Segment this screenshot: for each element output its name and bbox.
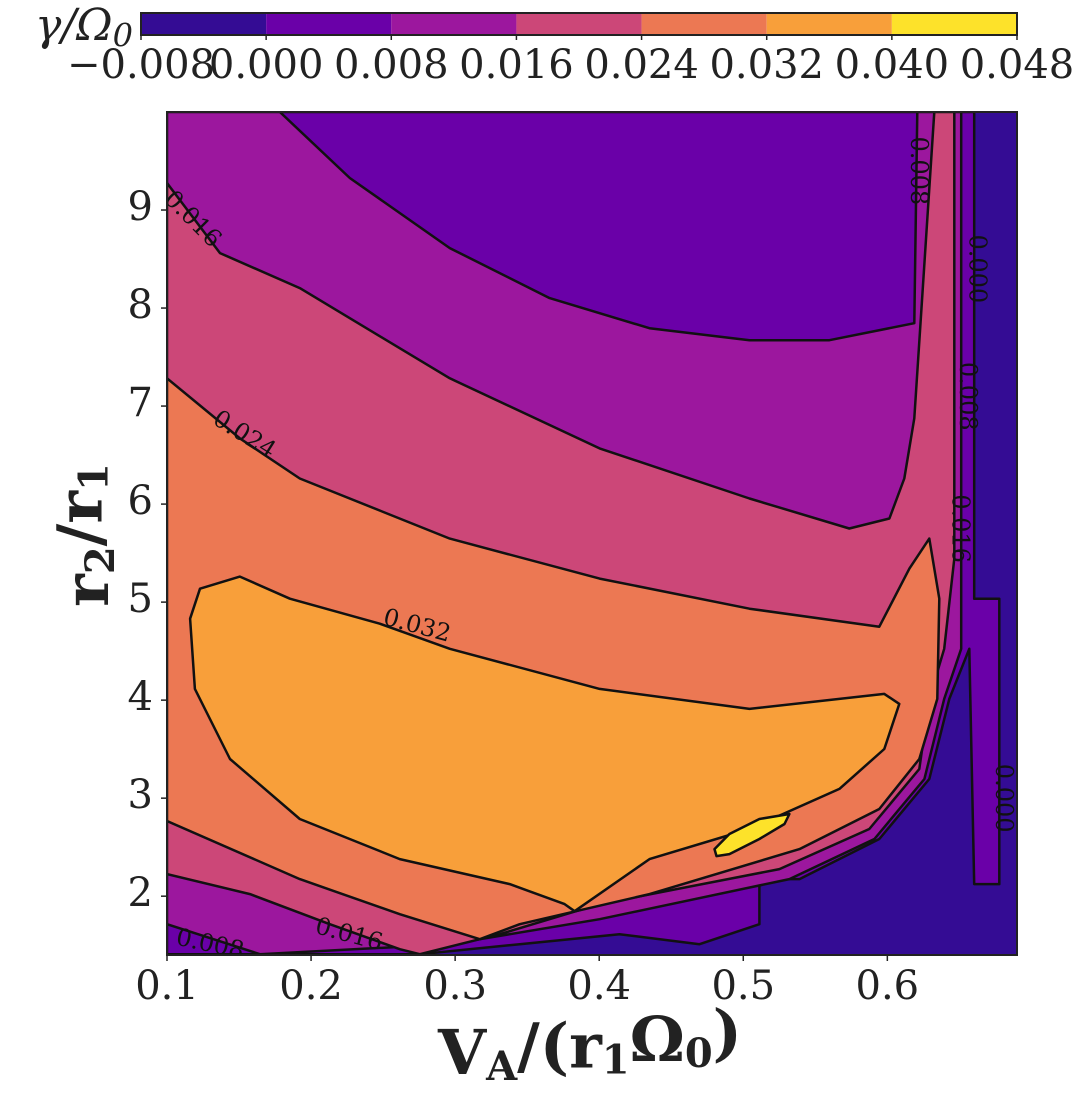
y-axis-label-part: 1	[70, 463, 117, 491]
x-tick-label: 0.5	[711, 963, 775, 1009]
contour-area: 0.0080.0000.0080.0160.0000.0160.0240.032…	[167, 112, 1018, 955]
colorbar-tick-label: 0.000	[209, 42, 324, 88]
y-axis-label-part: /r	[43, 490, 116, 547]
colorbar-tick-label: 0.048	[960, 42, 1075, 88]
x-axis-label-part: Ω	[630, 1003, 685, 1076]
x-axis-label-part: V	[437, 1016, 487, 1089]
x-axis-label-part: 1	[602, 1036, 630, 1083]
x-axis-label-part: /(r	[517, 1009, 603, 1082]
colorbar-segment	[516, 13, 642, 35]
plot-frame	[166, 111, 1018, 956]
y-axis-label-part: 2	[77, 546, 124, 574]
x-tick-label: 0.1	[135, 963, 199, 1009]
colorbar-segment	[641, 13, 767, 35]
contour-region	[188, 575, 901, 913]
y-tick-label: 7	[128, 380, 153, 426]
x-tick-label: 0.4	[567, 963, 631, 1009]
contour-label: 0.008	[905, 136, 933, 205]
colorbar-label-part: 0	[113, 16, 133, 54]
x-axis-label-part: )	[713, 996, 742, 1069]
colorbar-tick-label: 0.040	[835, 42, 950, 88]
colorbar-segment	[266, 13, 392, 35]
y-tick-label: 6	[128, 478, 153, 524]
colorbar-tick-label: 0.016	[459, 42, 574, 88]
colorbar-tick-label: 0.032	[709, 42, 824, 88]
y-tick-label: 9	[128, 184, 153, 230]
contour-label: 0.000	[964, 234, 992, 303]
contour-label: 0.008	[954, 362, 982, 431]
colorbar-tick-label: −0.008	[67, 42, 215, 88]
colorbar-tick-label: 0.024	[584, 42, 699, 88]
colorbar-tick-label: 0.008	[334, 42, 449, 88]
colorbar-segment	[766, 13, 892, 35]
y-axis-label: r2/r1	[43, 463, 124, 607]
y-tick-label: 4	[128, 674, 153, 720]
colorbar-segment	[141, 13, 267, 35]
x-tick-label: 0.6	[856, 963, 920, 1009]
colorbar-frame	[140, 12, 1018, 36]
y-tick-label: 3	[128, 772, 153, 818]
x-axis-label: VA/(r1Ω0)	[437, 996, 742, 1090]
x-tick-label: 0.2	[279, 963, 343, 1009]
x-tick-label: 0.3	[423, 963, 487, 1009]
y-tick-label: 2	[128, 870, 153, 916]
colorbar-label-part: γ/Ω	[35, 0, 113, 51]
x-axis-label-part: 0	[685, 1030, 713, 1077]
y-tick-label: 5	[128, 576, 153, 622]
y-tick-label: 8	[128, 282, 153, 328]
colorbar-segment	[391, 13, 517, 35]
contour-label: 0.016	[947, 494, 975, 563]
colorbar-label: γ/Ω0	[35, 0, 133, 54]
contour-region	[713, 812, 791, 858]
x-axis-label-part: A	[485, 1043, 518, 1090]
contour-label: 0.000	[990, 764, 1018, 833]
colorbar-segment	[891, 13, 1017, 35]
y-axis-label-part: r	[50, 573, 123, 607]
